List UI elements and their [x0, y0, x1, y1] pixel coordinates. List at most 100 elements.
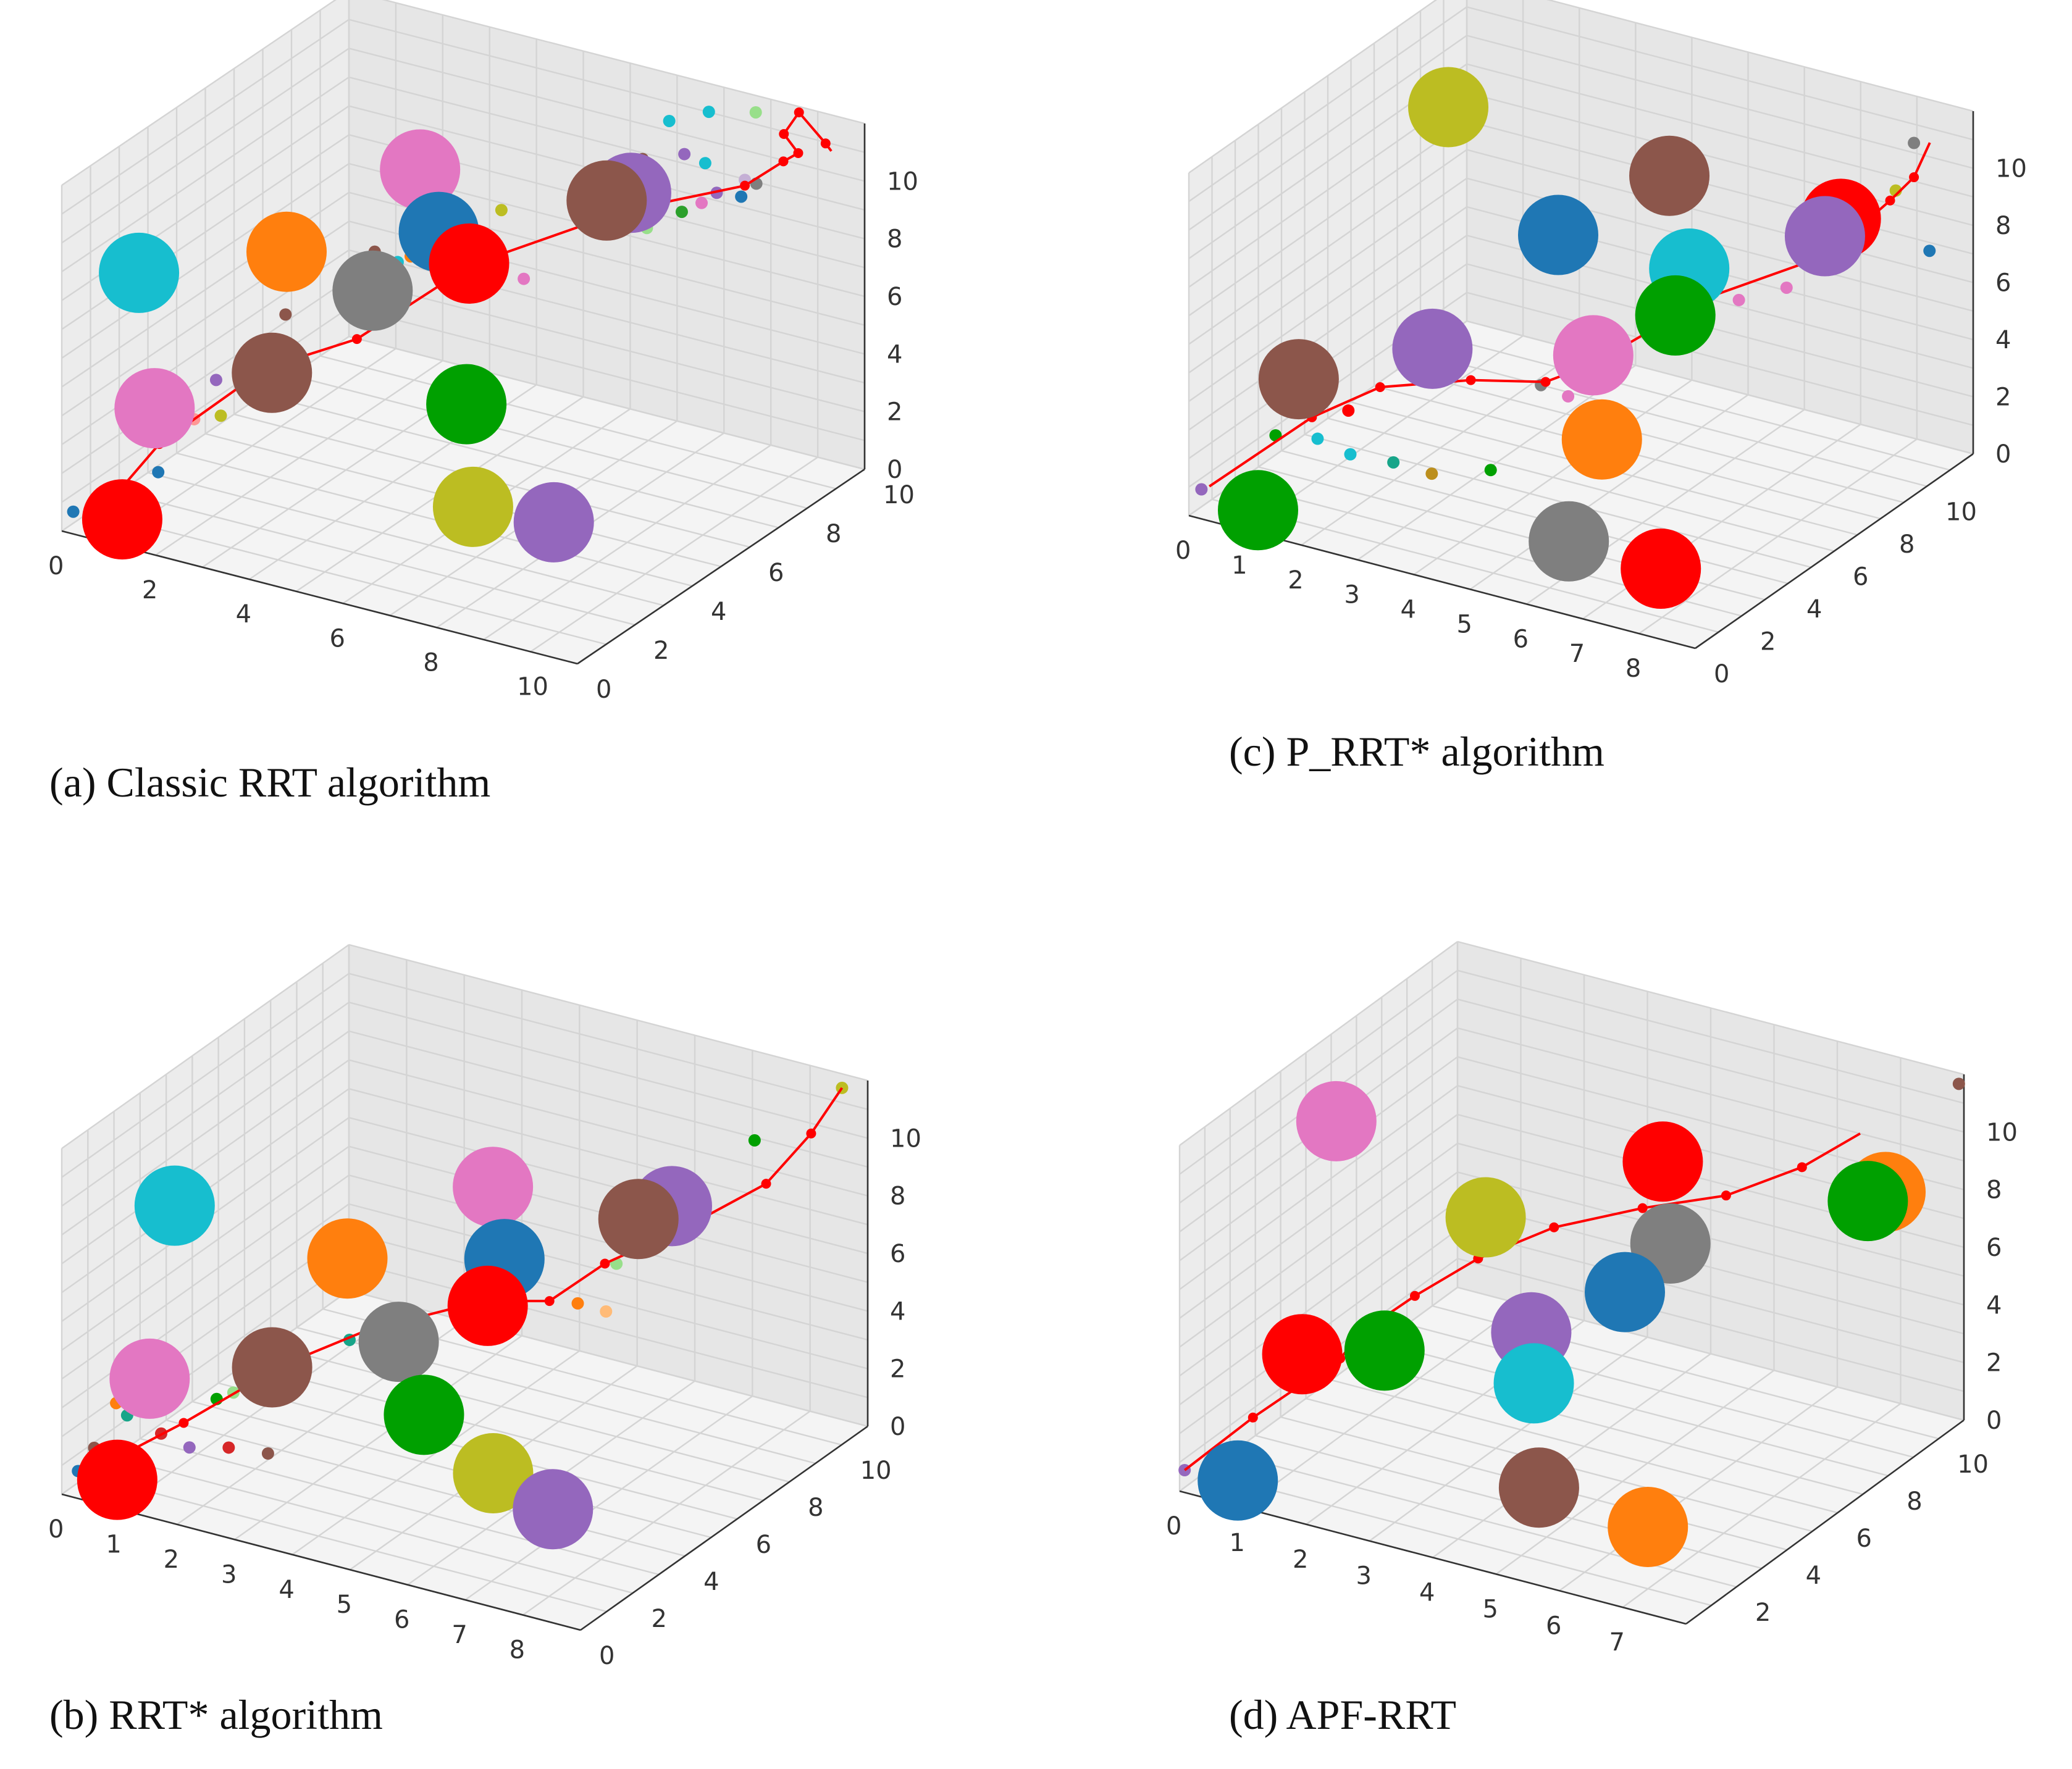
left-grid-z [61, 1059, 350, 1265]
x-tick-label: 6 [1546, 1612, 1561, 1640]
left-grid-z [61, 77, 350, 272]
sample-point [748, 1134, 761, 1147]
x-tick-label: 2 [1288, 566, 1303, 595]
obstacle-sphere [232, 1327, 312, 1408]
x-tick-label: 1 [106, 1530, 121, 1558]
back-grid-z [348, 76, 865, 211]
floor-grid-y [192, 1400, 711, 1539]
left-grid-z [1188, 6, 1467, 203]
left-grid-z [61, 1002, 350, 1207]
left-grid-z [1188, 235, 1467, 431]
floor-grid-x [1432, 1353, 1711, 1558]
y-tick-label: 10 [1957, 1450, 1989, 1479]
back-grid-z [1466, 320, 1974, 455]
obstacle-sphere [453, 1433, 534, 1513]
z-tick-label: 6 [890, 1240, 905, 1268]
path-node [1549, 1222, 1559, 1232]
left-grid-z [61, 1174, 350, 1380]
sample-point [1952, 1077, 1965, 1090]
x-tick-label: 3 [221, 1560, 237, 1589]
z-tick-label: 4 [1995, 326, 2011, 354]
floor-grid-x [1559, 1386, 1838, 1592]
tick-labels: 0 1 2 3 4 5 6 7 8 0 2 4 6 8 10 0 2 4 6 8 10 [48, 1124, 921, 1670]
y-axis-line [1695, 453, 1974, 650]
z-tick-label: 10 [1995, 155, 2027, 183]
path-node [1721, 1190, 1731, 1201]
path-node [1909, 172, 1919, 183]
back-grid-z [1457, 1258, 1965, 1392]
left-grid-z [61, 944, 350, 1149]
obstacle-sphere [513, 1469, 593, 1550]
floor-grid-y [291, 374, 808, 509]
left-grid-z [1188, 177, 1467, 374]
floor-grid-y [114, 1456, 633, 1594]
x-tick-label: 0 [48, 1515, 64, 1544]
tick-labels: 0 1 2 3 4 5 6 7 8 0 2 4 6 8 10 0 2 4 6 8 10 [1175, 155, 2027, 689]
left-grid-z [1188, 149, 1467, 345]
obstacle-sphere [358, 1302, 439, 1382]
floor-grid-y [176, 452, 693, 587]
back-grid-z [348, 1261, 868, 1399]
panel-b-plot: 0 1 2 3 4 5 6 7 8 0 2 4 6 8 10 0 2 4 6 8 10 [48, 943, 921, 1670]
obstacles [82, 129, 671, 562]
obstacle-sphere [1258, 339, 1339, 420]
z-tick-label: 0 [887, 456, 902, 484]
y-tick-label: 2 [653, 637, 669, 665]
path-node [351, 334, 362, 345]
sample-point [600, 1305, 613, 1318]
floor-grid-y [148, 472, 664, 606]
z-tick-label: 2 [887, 398, 902, 427]
obstacle-sphere [429, 223, 510, 304]
obstacle-sphere [1408, 67, 1489, 148]
z-tick-label: 8 [1995, 212, 2011, 240]
floor-grid-y [1406, 1323, 1914, 1458]
floor-grid-y [1204, 1471, 1712, 1607]
x-tick-label: 4 [279, 1576, 294, 1604]
spines [61, 123, 866, 665]
back-grid-z [1466, 263, 1974, 398]
obstacle-sphere [77, 1439, 157, 1520]
obstacle-sphere [1344, 1310, 1425, 1391]
x-tick-label: 3 [1356, 1562, 1372, 1591]
obstacle-sphere [1635, 275, 1716, 356]
sample-point [495, 204, 508, 217]
back-grid-z [1457, 1171, 1965, 1306]
left-grid-z [1179, 1056, 1458, 1261]
x-tick-label: 4 [1419, 1579, 1435, 1607]
y-tick-label: 0 [596, 675, 611, 704]
sample-point [518, 272, 531, 285]
floor-grid-y [166, 1419, 686, 1557]
panel-d-apf-rrt: 0 1 2 3 4 5 6 7 2 4 6 8 10 0 2 4 6 8 10 (d) APF-RRT [1166, 940, 2018, 1738]
z-tick-label: 4 [887, 340, 902, 369]
y-tick-label: 6 [768, 559, 784, 587]
back-grid-z [1457, 1142, 1965, 1277]
left-grid-z [1188, 0, 1438, 174]
y-tick-label: 0 [1714, 660, 1729, 688]
floor-grid-y [87, 1474, 607, 1613]
floor-grid-y [1281, 450, 1789, 585]
sample-point [1484, 464, 1497, 477]
left-grid-z [1188, 206, 1467, 402]
sample-point [675, 206, 688, 219]
obstacle-sphere [114, 368, 195, 449]
sample-point [279, 308, 292, 321]
left-grid-z [61, 1031, 350, 1236]
floor-grid-y [262, 394, 779, 529]
obstacle-sphere [1518, 194, 1598, 275]
y-tick-label: 6 [1853, 563, 1868, 592]
floor-grid-y [1327, 417, 1835, 552]
back-grid-z [348, 278, 865, 412]
left-grid-z [1179, 1114, 1458, 1319]
left-grid-z [61, 1232, 350, 1437]
floor-grid-x [464, 1395, 753, 1601]
x-tick-label: 8 [1625, 654, 1641, 683]
obstacle-sphere [384, 1374, 464, 1455]
x-tick-label: 10 [517, 672, 548, 701]
y-tick-label: 8 [826, 520, 841, 548]
z-tick-label: 2 [1986, 1349, 2002, 1378]
y-axis-line [577, 468, 865, 665]
obstacle-sphere [1493, 1343, 1574, 1424]
z-tick-label: 0 [1995, 440, 2011, 469]
obstacle-sphere [232, 332, 312, 413]
sample-point [1908, 136, 1921, 149]
